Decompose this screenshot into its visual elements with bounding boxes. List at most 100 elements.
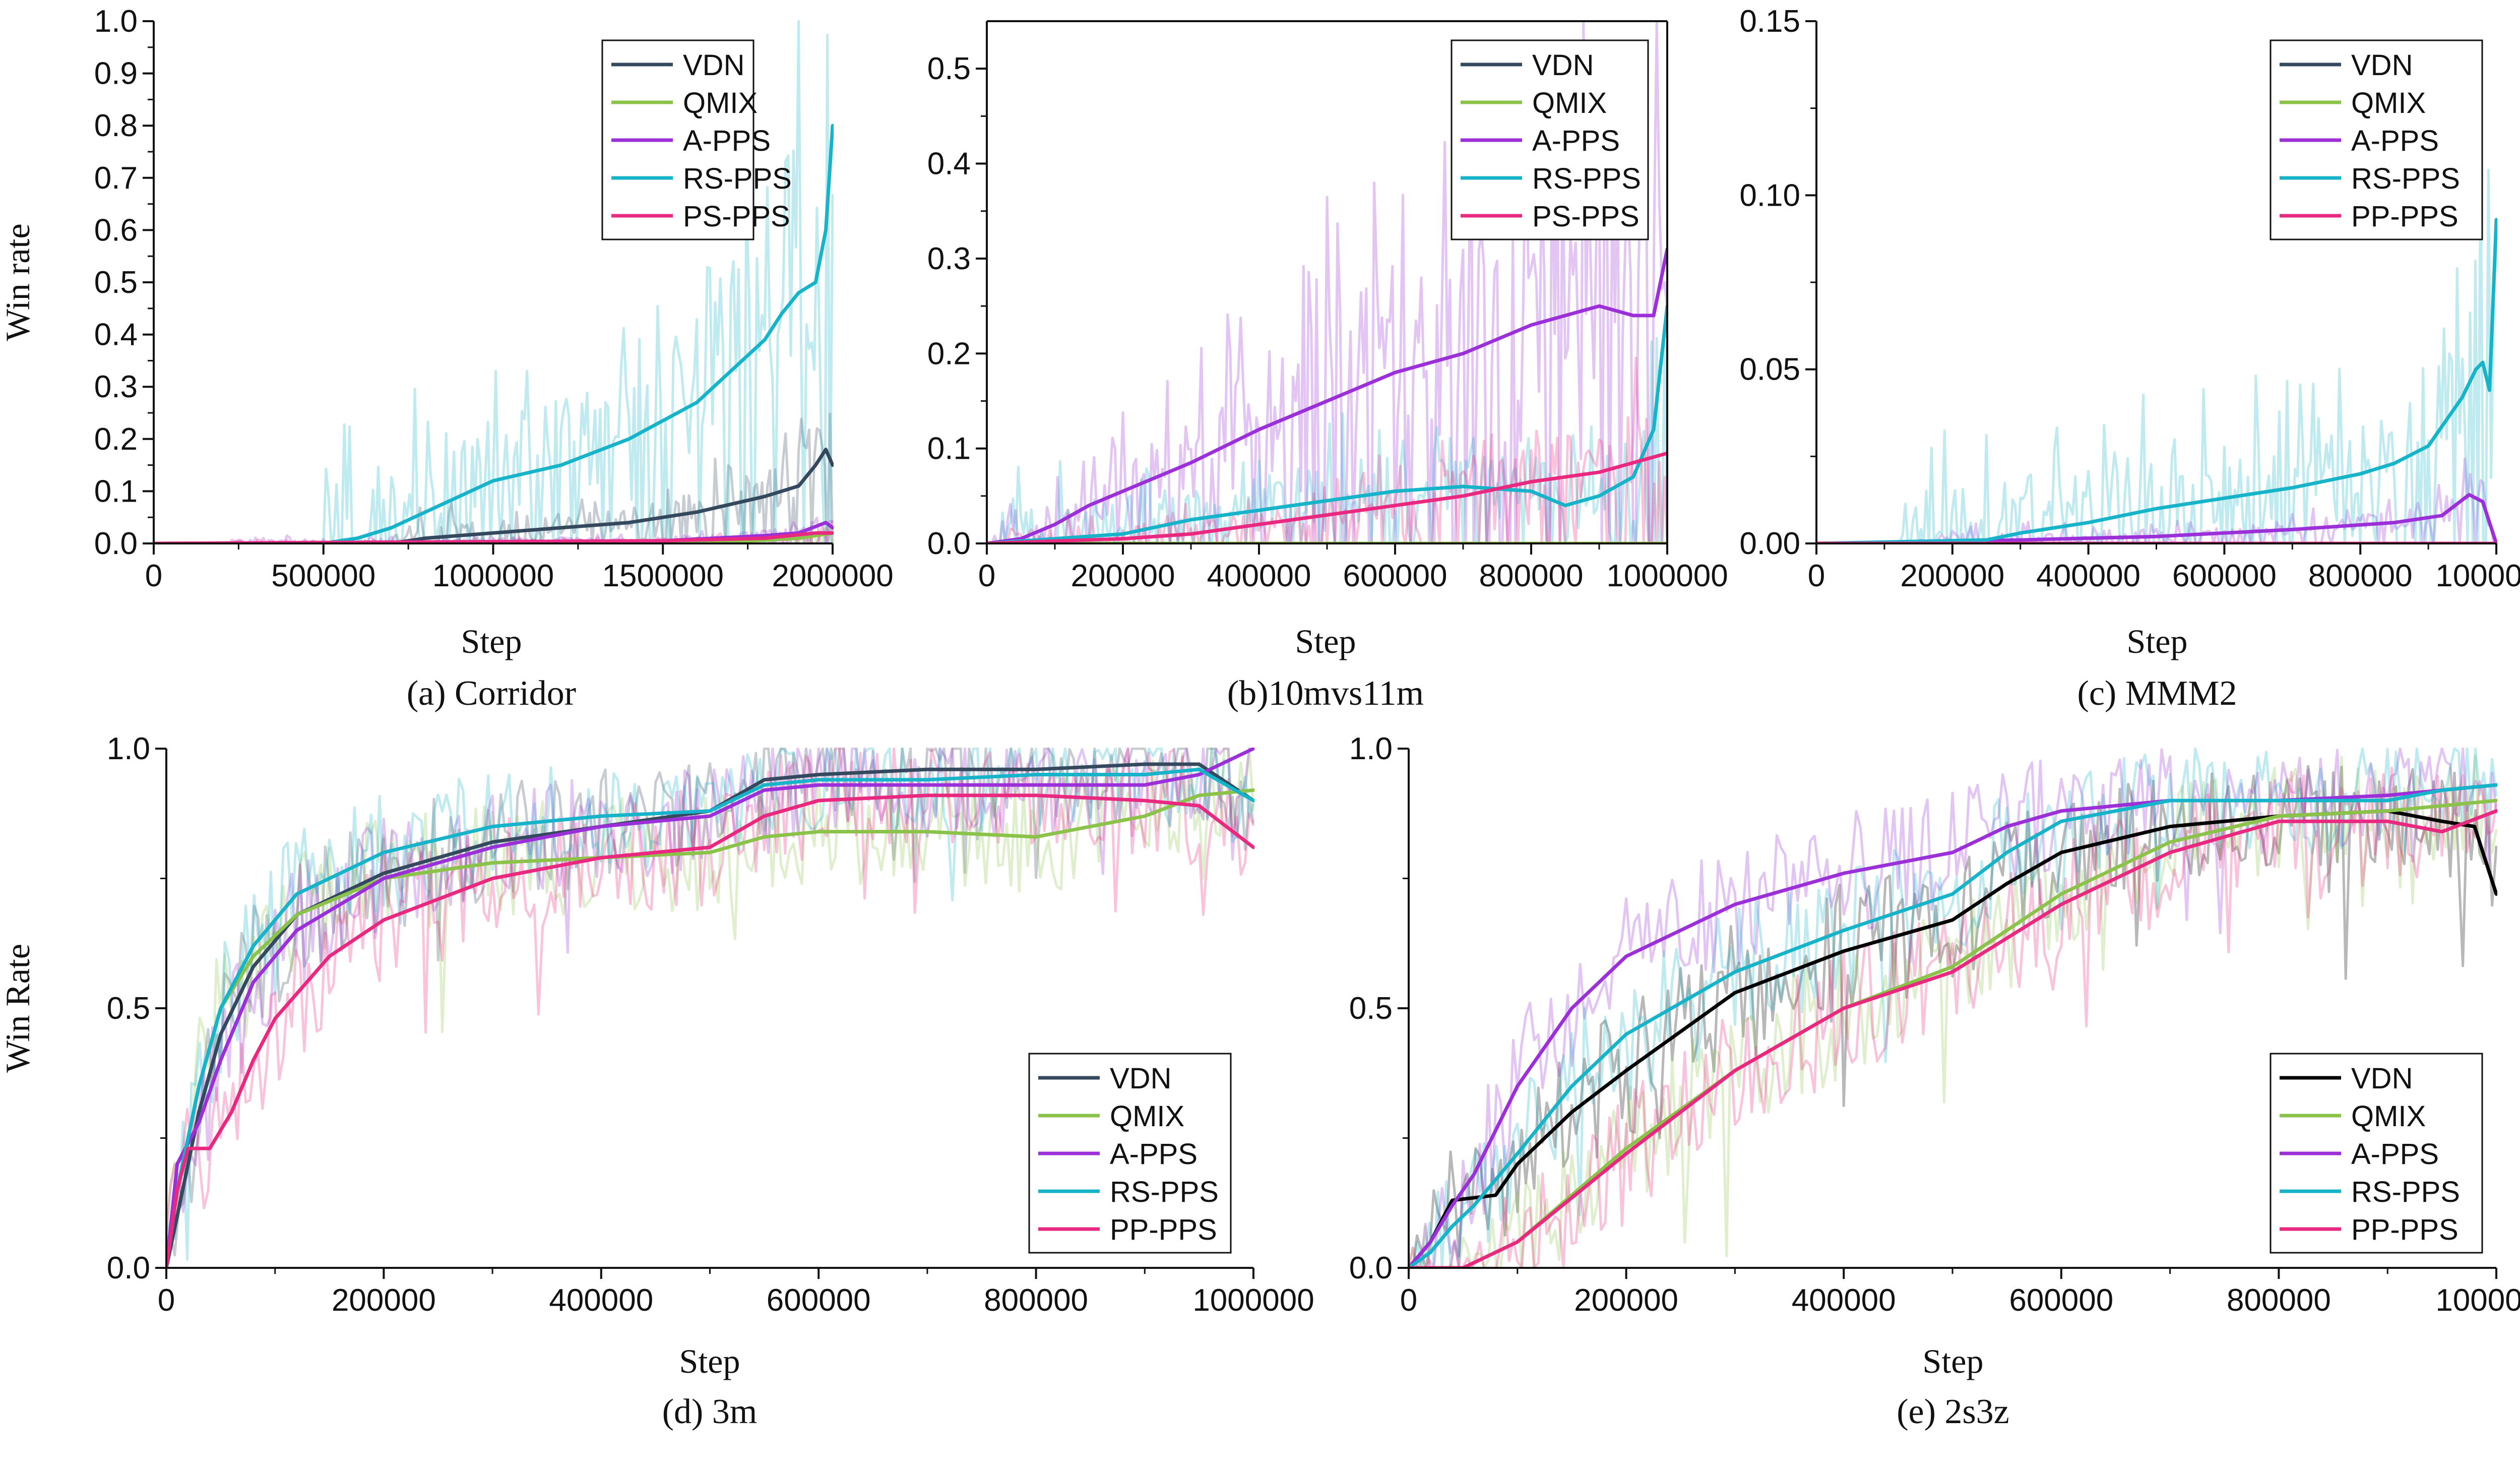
raw-trace-qmix [166, 748, 1254, 1238]
legend: VDN QMIX A-PPS RS-PPS PS-PPS [601, 39, 792, 240]
panel-caption: (e) 2s3z [1897, 1392, 2009, 1431]
x-tick-label: 200000 [332, 1283, 436, 1318]
x-tick-label: 800000 [1479, 559, 1584, 593]
x-tick-label: 500000 [271, 559, 375, 593]
x-tick-label: 0 [1808, 559, 1825, 593]
x-tick-label: 200000 [1900, 559, 2004, 593]
chart-panel-e: 0 200000 400000 600000 800000 1000000 0.0 0.5 1.… [1349, 731, 2520, 1431]
x-tick-label: 1000000 [1192, 1283, 1314, 1318]
x-tick-label: 400000 [1792, 1283, 1896, 1318]
legend-label-rs-pps: RS-PPS [2351, 1176, 2460, 1208]
series-lines [166, 748, 1254, 1268]
x-tick-label: 1500000 [602, 559, 724, 593]
series-line-a-pps [987, 247, 1668, 543]
x-tick-label: 800000 [2227, 1283, 2331, 1318]
chart-panel-c: 0 200000 400000 600000 800000 1000000 0.00 0.05… [1739, 4, 2520, 713]
x-axis-label: Step [2127, 622, 2188, 660]
legend-label-qmix: QMIX [2351, 1100, 2426, 1133]
x-tick-label: 200000 [1071, 559, 1175, 593]
raw-trace-a-pps [1409, 748, 2497, 1268]
legend-label-a-pps: A-PPS [1532, 125, 1620, 157]
y-tick-label: 0.05 [1739, 352, 1800, 387]
legend-label-rs-pps: RS-PPS [683, 162, 792, 195]
series-line-rs-pps [154, 124, 834, 543]
legend-label-qmix: QMIX [2351, 87, 2426, 119]
raw-trace-qmix [1409, 755, 2497, 1268]
legend-label-qmix: QMIX [1110, 1100, 1184, 1133]
raw-trace-vdn [1409, 765, 2497, 1268]
legend: VDN QMIX A-PPS RS-PPS PP-PPS [2270, 1053, 2483, 1254]
y-tick-label: 0.2 [927, 336, 971, 371]
legend-label-vdn: VDN [2351, 1062, 2413, 1095]
raw-trace-a-pps [987, 20, 1668, 543]
series-line-ps-pps [987, 451, 1668, 543]
x-axis-label: Step [1923, 1342, 1984, 1380]
y-tick-label: 0.00 [1739, 526, 1800, 561]
y-tick-label: 0.3 [94, 370, 138, 404]
y-tick-label: 0.5 [107, 991, 150, 1026]
series-line-pp-pps [166, 793, 1254, 1268]
y-tick-label: 0.2 [94, 422, 138, 457]
x-tick-label: 1000000 [1606, 559, 1728, 593]
series-line-ps-pps [154, 531, 834, 543]
raw-trace-rs-pps [1409, 748, 2497, 1268]
x-tick-label: 600000 [2172, 559, 2277, 593]
x-tick-label: 800000 [2308, 559, 2413, 593]
raw-trace-ps-pps [987, 356, 1668, 543]
x-tick-label: 0 [1400, 1283, 1417, 1318]
x-tick-label: 600000 [2009, 1283, 2113, 1318]
legend-label-a-pps: A-PPS [2351, 1138, 2439, 1171]
panel-caption: (d) 3m [662, 1392, 758, 1431]
series-line-rs-pps [1816, 218, 2497, 543]
y-tick-label: 1.0 [94, 4, 138, 39]
y-tick-label: 0.5 [1349, 991, 1393, 1026]
y-tick-label: 0.3 [927, 241, 971, 276]
legend-label-qmix: QMIX [1532, 87, 1607, 119]
legend-label-vdn: VDN [2351, 49, 2413, 82]
y-tick-label: 0.0 [107, 1251, 150, 1286]
y-tick-label: 1.0 [1349, 731, 1393, 766]
series-line-a-pps [166, 748, 1254, 1268]
panel-caption: (b)10mvs11m [1227, 674, 1424, 713]
raw-traces [1409, 748, 2497, 1268]
chart-panel-a: 0 500000 1000000 1500000 2000000 0.0 0.1 0.2 0.3… [0, 4, 894, 713]
y-tick-label: 0.10 [1739, 178, 1800, 213]
y-tick-label: 0.7 [94, 161, 138, 196]
raw-trace-rs-pps [1816, 156, 2497, 543]
y-tick-label: 0.0 [1349, 1251, 1393, 1286]
legend-label-vdn: VDN [1110, 1062, 1171, 1095]
y-axis-label: Win rate [0, 223, 37, 341]
y-tick-label: 0.15 [1739, 4, 1800, 39]
panel-caption: (c) MMM2 [2077, 674, 2237, 713]
x-tick-label: 1000000 [432, 559, 554, 593]
x-tick-label: 600000 [1343, 559, 1447, 593]
series-line-rs-pps [166, 767, 1254, 1268]
x-tick-label: 400000 [1207, 559, 1311, 593]
x-tick-label: 800000 [984, 1283, 1088, 1318]
x-tick-label: 400000 [2036, 559, 2140, 593]
series-lines [987, 247, 1668, 543]
x-axis-label: Step [679, 1342, 740, 1380]
legend: VDN QMIX A-PPS RS-PPS PS-PPS [1451, 39, 1649, 240]
x-tick-label: 1000000 [2435, 1283, 2520, 1318]
series-lines [1409, 783, 2497, 1268]
x-axis-label: Step [1295, 622, 1356, 660]
x-tick-label: 2000000 [772, 559, 893, 593]
legend-label-vdn: VDN [1532, 49, 1594, 82]
raw-trace-pp-pps [1409, 766, 2497, 1268]
raw-trace-vdn [166, 748, 1254, 1257]
y-tick-label: 0.5 [94, 265, 138, 300]
series-lines [1816, 218, 2497, 543]
series-line-vdn [1409, 809, 2497, 1268]
legend-label-a-pps: A-PPS [2351, 125, 2439, 157]
y-tick-label: 0.4 [927, 147, 971, 181]
y-tick-label: 0.5 [927, 51, 971, 86]
series-line-pp-pps [1409, 809, 2497, 1268]
y-tick-label: 1.0 [107, 731, 150, 766]
y-tick-label: 0.4 [94, 318, 138, 352]
legend: VDN QMIX A-PPS RS-PPS PP-PPS [1028, 1053, 1232, 1254]
panel-caption: (a) Corridor [407, 674, 576, 713]
legend-label-qmix: QMIX [683, 87, 758, 119]
legend-label-pp-pps: PP-PPS [1110, 1213, 1217, 1246]
